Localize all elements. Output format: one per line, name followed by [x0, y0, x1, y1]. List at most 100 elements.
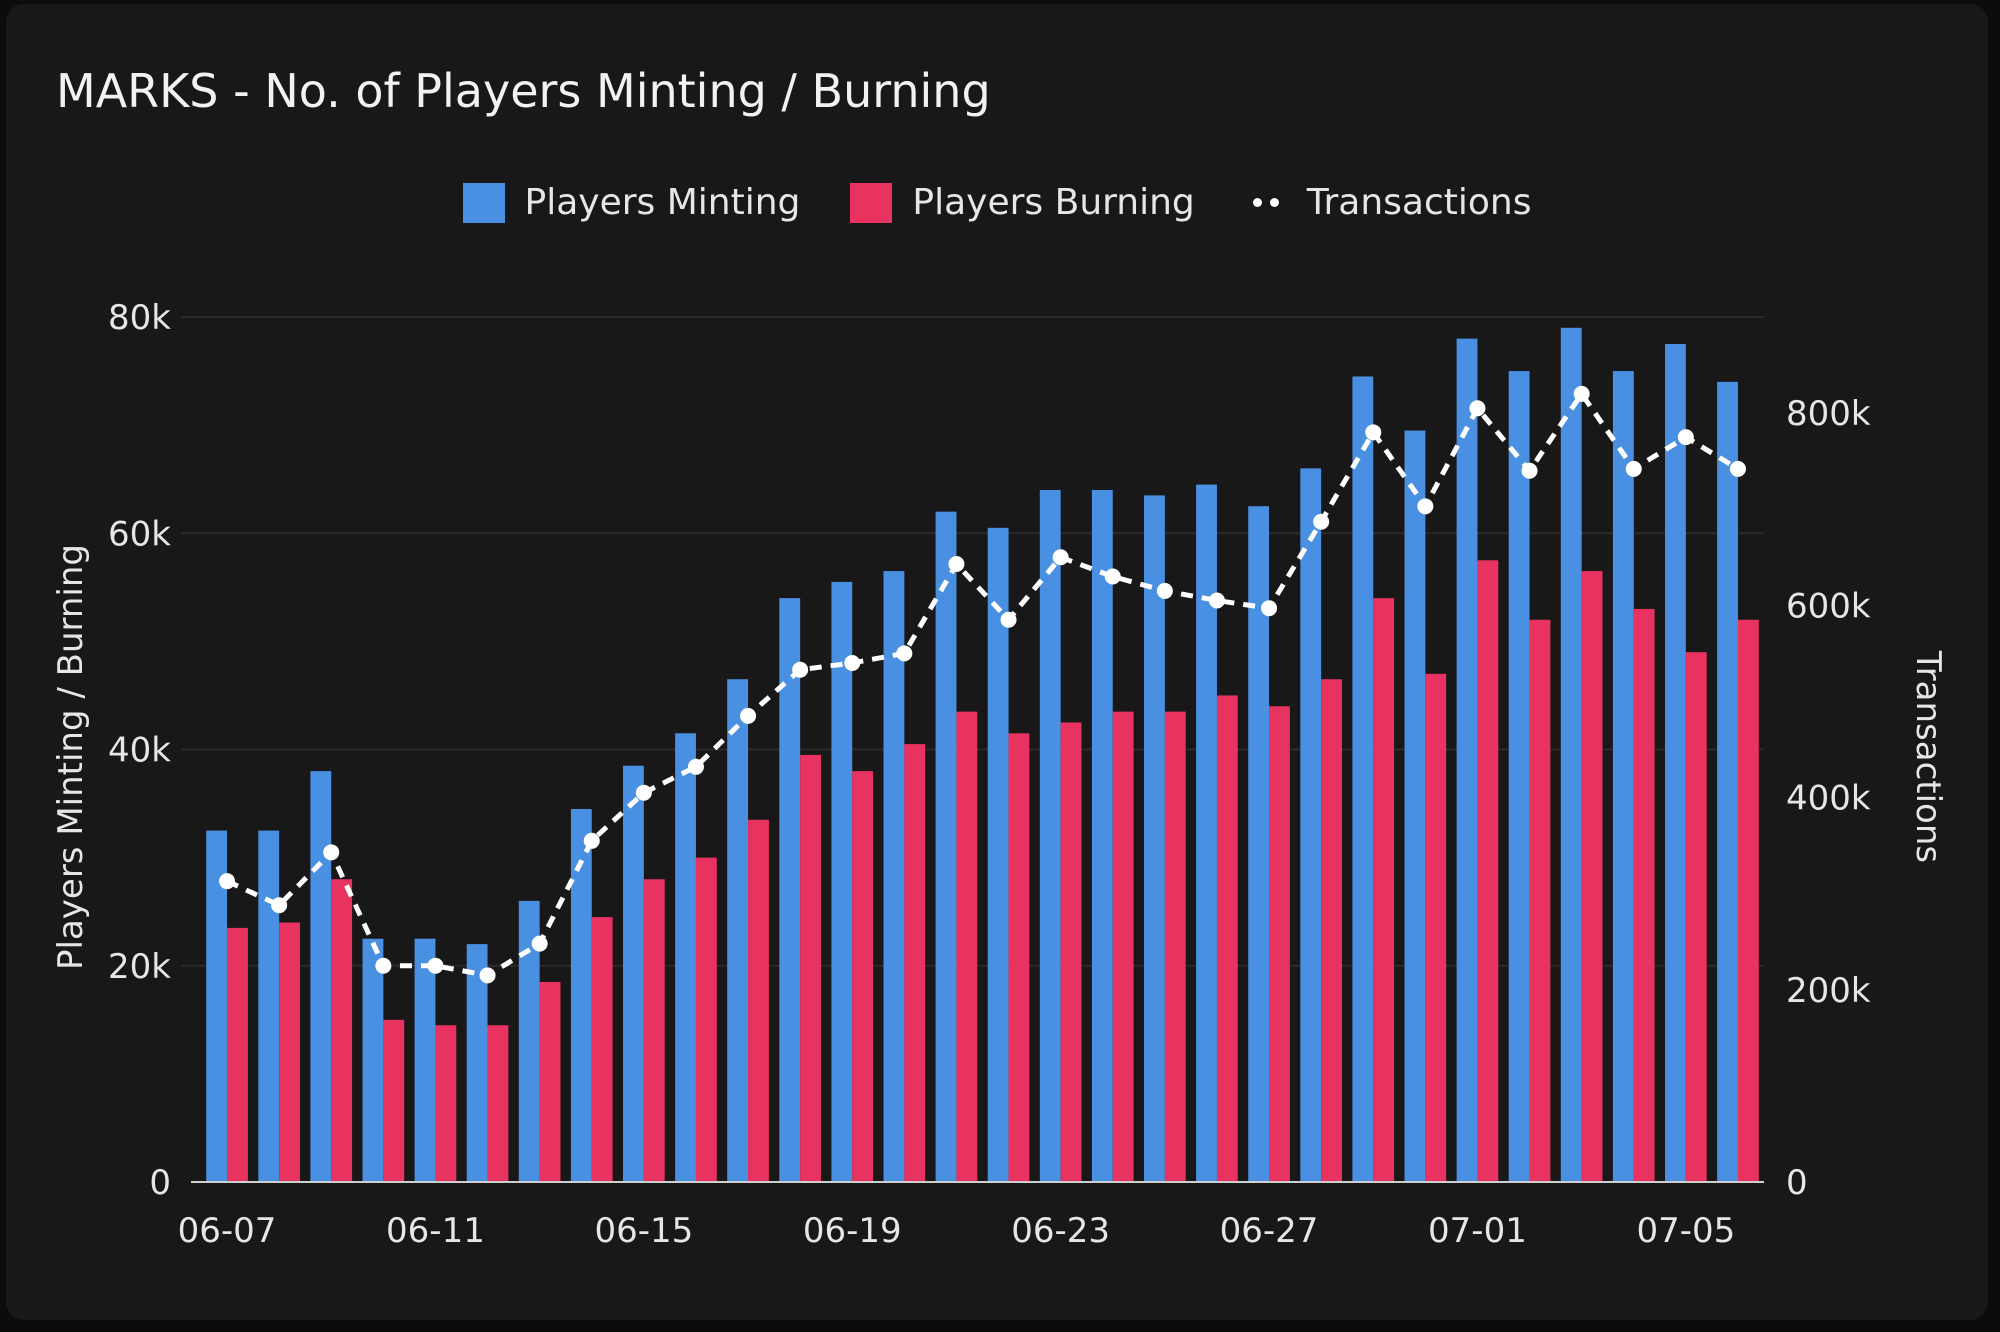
- bar-players-burning: [800, 754, 821, 1182]
- x-tick-label: 06-19: [803, 1211, 902, 1251]
- y-axis-title-right: Transactions: [1908, 650, 1948, 863]
- y-tick-label-right: 400k: [1786, 779, 1871, 819]
- transactions-point: [1261, 600, 1278, 617]
- bar-players-minting: [779, 598, 801, 1182]
- transactions-point: [531, 935, 548, 952]
- bar-players-minting: [1612, 371, 1634, 1182]
- bar-players-minting: [1352, 376, 1374, 1182]
- transactions-point: [1625, 460, 1642, 477]
- bar-players-minting: [1404, 430, 1426, 1182]
- bar-players-minting: [258, 830, 280, 1182]
- bar-players-minting: [570, 808, 592, 1182]
- bar-players-burning: [1581, 571, 1603, 1182]
- transactions-point: [1365, 424, 1382, 441]
- bar-players-minting: [1508, 371, 1530, 1182]
- y-tick-label-right: 200k: [1786, 971, 1871, 1011]
- bar-players-minting: [1300, 468, 1322, 1182]
- transactions-point: [896, 645, 913, 662]
- legend-label-transactions: Transactions: [1306, 182, 1532, 223]
- bar-players-burning: [695, 857, 717, 1182]
- bar-players-burning: [1008, 733, 1030, 1182]
- transactions-point: [1208, 592, 1225, 609]
- bar-players-burning: [227, 927, 248, 1182]
- x-tick-label: 06-23: [1011, 1211, 1110, 1251]
- bar-players-burning: [539, 981, 561, 1182]
- transactions-point: [844, 655, 861, 671]
- transactions-point: [1469, 400, 1486, 417]
- y-tick-label-left: 0: [149, 1163, 171, 1203]
- bar-players-minting: [414, 938, 436, 1182]
- bars-players-burning: [227, 560, 1759, 1182]
- bar-players-minting: [466, 944, 488, 1182]
- transactions-point: [1000, 611, 1017, 628]
- bars-players-minting: [206, 327, 1738, 1182]
- bar-players-minting: [1248, 506, 1270, 1182]
- bar-players-burning: [331, 879, 353, 1182]
- bar-players-minting: [1039, 490, 1061, 1182]
- y-tick-label-right: 0: [1786, 1163, 1808, 1203]
- transactions-point: [271, 897, 288, 914]
- bar-players-minting: [935, 511, 957, 1182]
- bar-players-burning: [1737, 619, 1759, 1182]
- legend-item-burning[interactable]: Players Burning: [850, 182, 1195, 223]
- transactions-point: [1573, 385, 1590, 402]
- transactions-point: [1104, 568, 1121, 585]
- bar-players-minting: [1717, 381, 1738, 1182]
- transactions-point: [792, 661, 809, 678]
- bar-players-burning: [435, 1025, 457, 1182]
- legend-label-minting: Players Minting: [524, 182, 801, 223]
- bar-players-minting: [831, 581, 853, 1182]
- transactions-point: [635, 784, 652, 801]
- transactions-line: [219, 385, 1746, 984]
- transactions-point: [948, 556, 965, 573]
- y-tick-label-right: 800k: [1786, 394, 1871, 434]
- bar-players-minting: [623, 765, 644, 1182]
- x-tick-label: 06-15: [594, 1211, 693, 1251]
- bar-players-burning: [1685, 652, 1707, 1182]
- transactions-point: [219, 873, 236, 890]
- transactions-point: [583, 832, 600, 849]
- bar-players-minting: [1091, 490, 1113, 1182]
- bar-players-burning: [1216, 695, 1238, 1182]
- bar-players-minting: [675, 733, 696, 1182]
- transactions-point: [687, 758, 704, 775]
- bar-players-burning: [383, 1019, 405, 1182]
- bar-players-burning: [487, 1025, 509, 1182]
- y-tick-label-left: 80k: [108, 298, 171, 338]
- bar-players-burning: [643, 879, 665, 1182]
- bar-players-minting: [1560, 327, 1582, 1182]
- transactions-point: [1729, 460, 1746, 477]
- legend-swatch-burning: [850, 182, 893, 223]
- x-tick-label: 06-07: [178, 1211, 277, 1251]
- bar-players-minting: [206, 830, 228, 1182]
- bar-players-minting: [987, 527, 1009, 1182]
- bar-players-burning: [956, 711, 978, 1182]
- bar-players-minting: [1144, 495, 1165, 1182]
- legend-item-minting[interactable]: Players Minting: [462, 182, 801, 223]
- chart-plot: 0 20k 40k 60k 80k 0 200k 400k 600k 800k 06-07 06-11…: [51, 298, 1948, 1251]
- y-tick-label-left: 40k: [108, 731, 171, 771]
- legend-swatch-transactions: [1245, 198, 1287, 207]
- y-tick-label-right: 600k: [1786, 586, 1871, 626]
- bar-players-burning: [1164, 711, 1186, 1182]
- bar-players-burning: [1060, 722, 1082, 1182]
- axes: 0 20k 40k 60k 80k 0 200k 400k 600k 800k 06-07 06-11…: [108, 298, 1871, 1251]
- bar-players-minting: [310, 771, 332, 1182]
- transactions-point: [1521, 462, 1538, 479]
- transactions-point: [375, 957, 392, 974]
- bar-players-burning: [591, 917, 613, 1182]
- bar-players-minting: [1196, 484, 1217, 1182]
- bar-players-burning: [1477, 560, 1499, 1182]
- transactions-point: [1313, 513, 1330, 530]
- bar-players-minting: [883, 571, 905, 1182]
- bar-players-burning: [1425, 673, 1447, 1182]
- transactions-point: [1417, 498, 1434, 515]
- transactions-point: [1677, 429, 1694, 446]
- legend-item-transactions[interactable]: Transactions: [1245, 182, 1532, 223]
- legend-label-burning: Players Burning: [912, 182, 1195, 223]
- y-tick-label-left: 60k: [108, 514, 171, 554]
- transactions-point: [1156, 582, 1173, 599]
- bar-players-burning: [748, 819, 769, 1182]
- chart-title: MARKS - No. of Players Minting / Burning: [56, 64, 991, 118]
- bar-players-minting: [727, 679, 749, 1182]
